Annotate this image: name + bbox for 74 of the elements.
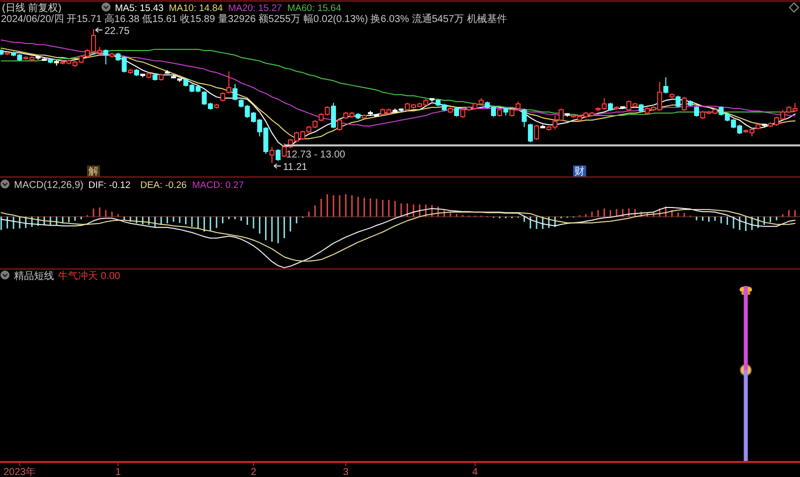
- candlestick: [42, 56, 47, 62]
- ref-line-label: 12.73 - 13.00: [286, 149, 346, 160]
- candlestick: [146, 72, 152, 79]
- candlestick: [36, 56, 41, 60]
- chart-subtitle: 2024/06/20/四 开15.71 高16.38 低15.61 收15.89 量32926 额5255万 幅0.02(0.13%) 换6.03% 流通5457万 机械基件: [1, 13, 507, 25]
- candlestick: [663, 76, 668, 94]
- text: DIF: -0.12: [88, 180, 131, 191]
- candlestick: [4, 51, 10, 56]
- candlestick: [164, 70, 170, 74]
- candlestick: [331, 102, 336, 129]
- candlestick: [134, 68, 140, 77]
- text: MA60: 15.64: [287, 3, 342, 14]
- candlestick: [177, 78, 182, 82]
- candlestick: [0, 48, 4, 56]
- candlestick: [171, 74, 176, 79]
- candlestick: [362, 114, 367, 120]
- candlestick: [522, 108, 527, 128]
- candlestick: [276, 148, 281, 162]
- text: MA10: 14.84: [168, 3, 223, 14]
- text: DEA: -0.26: [140, 180, 187, 191]
- candlestick: [374, 114, 380, 118]
- candlestick: [337, 118, 342, 132]
- candlestick: [109, 52, 114, 58]
- candlestick: [54, 59, 60, 66]
- candlestick: [534, 124, 540, 140]
- candlestick: [448, 106, 453, 114]
- candlestick: [614, 106, 620, 110]
- candlestick: [688, 100, 693, 107]
- candlestick: [608, 102, 613, 112]
- annotation: 22.75: [104, 26, 130, 37]
- candlestick: [152, 73, 158, 82]
- x-tick-label: 2: [250, 467, 257, 477]
- candlestick: [509, 108, 514, 118]
- candlestick: [638, 103, 644, 113]
- annotation: 11.21: [282, 162, 308, 173]
- candlestick: [226, 70, 232, 94]
- candlestick: [158, 73, 164, 82]
- candlestick: [128, 68, 133, 74]
- chart-subtitle: 牛气冲天 0.00: [58, 270, 121, 282]
- candlestick: [454, 106, 460, 118]
- chart-title: MACD(12,26,9): [14, 180, 84, 191]
- candlestick: [269, 146, 274, 164]
- text: MACD: 0.27: [192, 180, 244, 191]
- candlestick: [356, 112, 361, 120]
- candlestick: [762, 123, 767, 128]
- candlestick: [620, 106, 626, 110]
- candlestick: [232, 84, 238, 101]
- candlestick: [103, 48, 108, 65]
- x-tick-label: 2023年: [4, 466, 36, 477]
- chart-title: 精品短线: [14, 270, 54, 282]
- candlestick: [682, 96, 687, 112]
- candlestick: [214, 103, 220, 110]
- x-tick-label: 3: [343, 467, 350, 477]
- candlestick: [368, 110, 373, 116]
- candlestick: [669, 92, 674, 99]
- candlestick: [756, 123, 761, 130]
- candlestick: [694, 106, 700, 118]
- text: MA5: 15.43: [115, 3, 164, 14]
- candlestick: [497, 108, 502, 118]
- candlestick: [220, 92, 226, 102]
- candlestick: [48, 58, 53, 64]
- candlestick: [503, 106, 508, 116]
- candlestick: [429, 98, 434, 102]
- candlestick: [676, 95, 681, 108]
- candlestick: [540, 124, 546, 129]
- chart-title: (日线 前复权): [2, 2, 62, 14]
- text: MA20: 15.27: [228, 3, 282, 14]
- candlestick: [564, 112, 570, 118]
- candlestick: [516, 101, 521, 110]
- candlestick: [140, 73, 146, 78]
- candlestick: [528, 123, 533, 143]
- candlestick: [558, 108, 564, 122]
- x-tick-label: 1: [115, 467, 122, 477]
- x-tick-label: 4: [472, 467, 478, 477]
